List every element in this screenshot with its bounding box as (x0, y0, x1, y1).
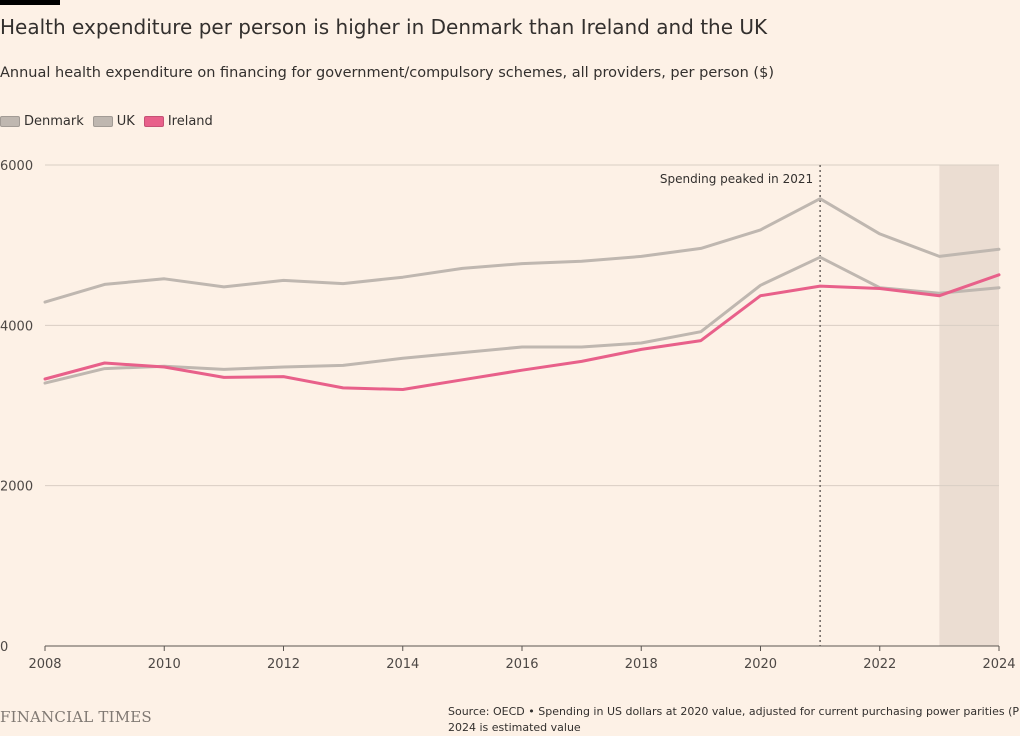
legend-item-uk: UK (92, 114, 135, 129)
series-line-ireland (43, 273, 1001, 391)
series-line-denmark (43, 197, 1001, 304)
legend: Denmark UK Ireland (0, 114, 222, 129)
ft-logo: FINANCIAL TIMES (0, 708, 152, 726)
x-tick-label-2020: 2020 (744, 657, 777, 672)
chart-subtitle: Annual health expenditure on financing f… (0, 65, 774, 81)
legend-label-denmark: Denmark (24, 114, 84, 129)
x-tick-label-2024: 2024 (982, 657, 1015, 672)
estimate-note: 2024 is estimated value (448, 721, 581, 734)
x-tick-label-2014: 2014 (386, 657, 419, 672)
series-line-uk (43, 255, 1001, 385)
y-tick-label-2000: 2000 (0, 480, 33, 495)
source-note: Source: OECD • Spending in US dollars at… (448, 704, 1020, 736)
legend-label-uk: UK (116, 114, 135, 129)
legend-item-denmark: Denmark (0, 114, 84, 129)
x-tick-label-2018: 2018 (625, 657, 658, 672)
estimate-shaded-region (939, 165, 999, 646)
y-tick-label-6000: 6000 (0, 159, 33, 174)
x-tick-label-2022: 2022 (863, 657, 896, 672)
ft-top-bar (0, 0, 60, 5)
y-tick-label-0: 0 (0, 640, 8, 655)
annotation-label: Spending peaked in 2021 (660, 172, 813, 186)
x-tick-label-2010: 2010 (148, 657, 181, 672)
legend-swatch-ireland (143, 116, 164, 127)
x-tick-label-2012: 2012 (267, 657, 300, 672)
x-tick-label-2016: 2016 (505, 657, 538, 672)
y-tick-label-4000: 4000 (0, 319, 33, 334)
legend-swatch-uk (92, 116, 113, 127)
chart-title: Health expenditure per person is higher … (0, 15, 768, 39)
legend-label-ireland: Ireland (167, 114, 213, 129)
legend-swatch-denmark (0, 116, 20, 127)
source-text: Source: OECD • Spending in US dollars at… (448, 705, 1020, 718)
x-tick-label-2008: 2008 (28, 657, 61, 672)
legend-item-ireland: Ireland (143, 114, 213, 129)
